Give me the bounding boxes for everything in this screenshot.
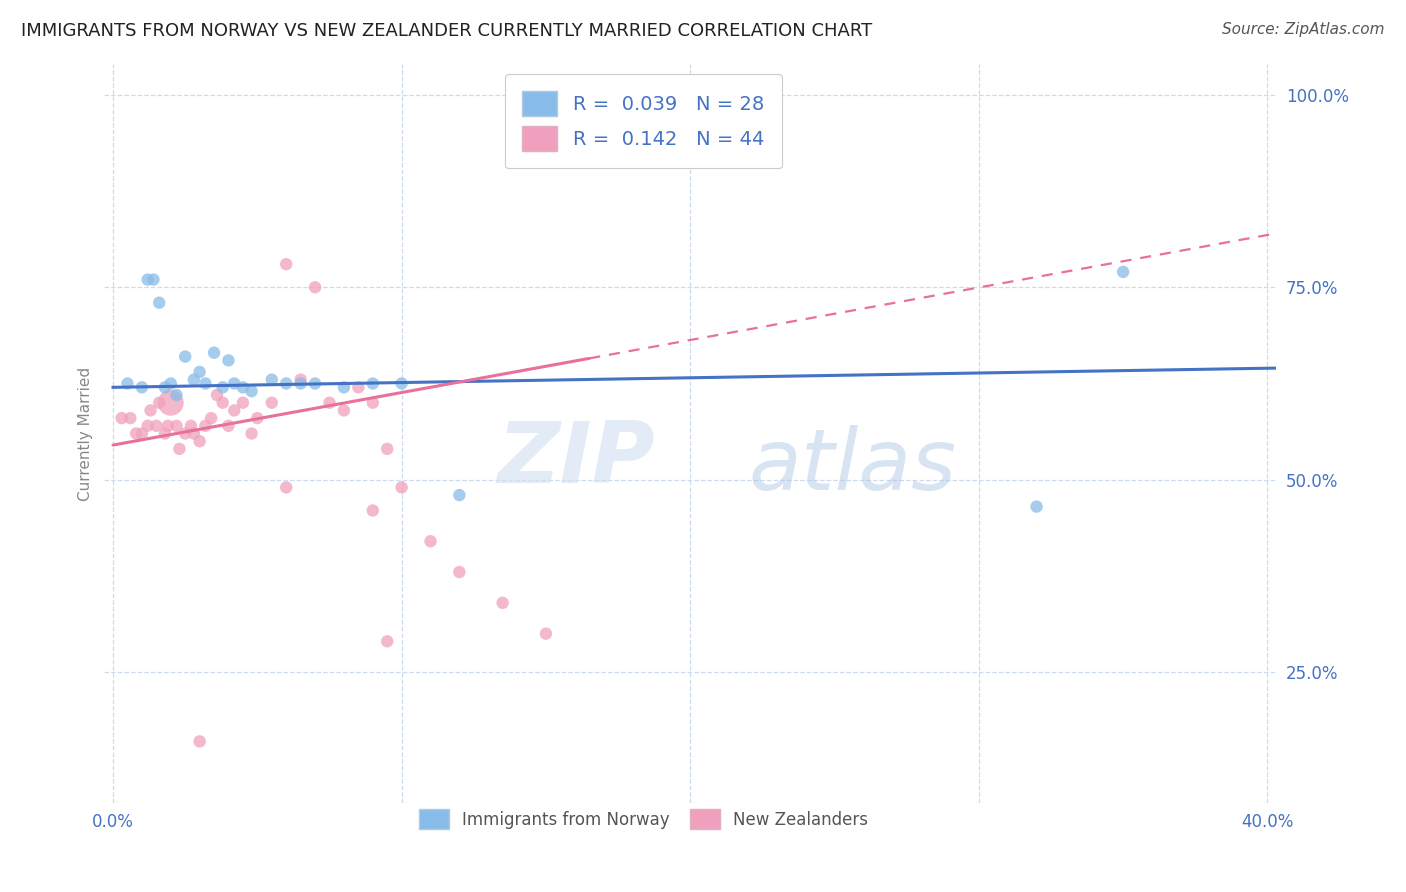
Point [131, 426, 153, 441]
Point [211, 380, 233, 394]
Point [260, 373, 283, 387]
Point [1025, 500, 1047, 514]
Point [194, 376, 217, 391]
Point [276, 376, 298, 391]
Point [1112, 265, 1135, 279]
Point [211, 395, 233, 409]
Point [361, 503, 384, 517]
Point [148, 295, 170, 310]
Point [260, 395, 283, 409]
Point [205, 388, 228, 402]
Point [218, 353, 240, 368]
Point [174, 350, 197, 364]
Point [136, 272, 159, 286]
Point [136, 418, 159, 433]
Point [131, 380, 153, 394]
Point [202, 345, 225, 359]
Point [361, 395, 384, 409]
Point [224, 376, 246, 391]
Point [419, 534, 441, 549]
Point [492, 596, 515, 610]
Point [304, 280, 326, 294]
Point [153, 426, 176, 441]
Point [117, 376, 139, 391]
Point [290, 373, 312, 387]
Text: IMMIGRANTS FROM NORWAY VS NEW ZEALANDER CURRENTLY MARRIED CORRELATION CHART: IMMIGRANTS FROM NORWAY VS NEW ZEALANDER … [21, 22, 872, 40]
Point [534, 626, 557, 640]
Point [125, 426, 148, 441]
Point [180, 418, 202, 433]
Point [347, 380, 370, 394]
Point [148, 395, 170, 409]
Point [120, 411, 142, 425]
Point [188, 734, 211, 748]
Point [375, 442, 398, 456]
Point [188, 434, 211, 449]
Point [153, 380, 176, 394]
Point [449, 488, 471, 502]
Point [333, 403, 356, 417]
Point [166, 418, 188, 433]
Point [391, 376, 413, 391]
Point [232, 380, 254, 394]
Point [145, 418, 167, 433]
Point [166, 388, 188, 402]
Point [111, 411, 134, 425]
Point [361, 376, 384, 391]
Point [218, 418, 240, 433]
Point [276, 480, 298, 494]
Point [276, 257, 298, 271]
Point [290, 376, 312, 391]
Point [375, 634, 398, 648]
Point [159, 376, 181, 391]
Point [240, 384, 263, 399]
Text: ZIP: ZIP [498, 417, 655, 501]
Point [246, 411, 269, 425]
Point [333, 380, 356, 394]
Point [183, 426, 205, 441]
Point [188, 365, 211, 379]
Legend: Immigrants from Norway, New Zealanders: Immigrants from Norway, New Zealanders [412, 803, 875, 835]
Point [139, 403, 162, 417]
Text: atlas: atlas [749, 425, 957, 508]
Point [142, 272, 165, 286]
Point [183, 373, 205, 387]
Point [232, 395, 254, 409]
Y-axis label: Currently Married: Currently Married [79, 367, 93, 500]
Point [318, 395, 340, 409]
Point [174, 426, 197, 441]
Text: Source: ZipAtlas.com: Source: ZipAtlas.com [1222, 22, 1385, 37]
Point [391, 480, 413, 494]
Point [159, 395, 181, 409]
Point [200, 411, 222, 425]
Point [194, 418, 217, 433]
Point [449, 565, 471, 579]
Point [240, 426, 263, 441]
Point [156, 418, 179, 433]
Point [169, 442, 191, 456]
Point [224, 403, 246, 417]
Point [304, 376, 326, 391]
